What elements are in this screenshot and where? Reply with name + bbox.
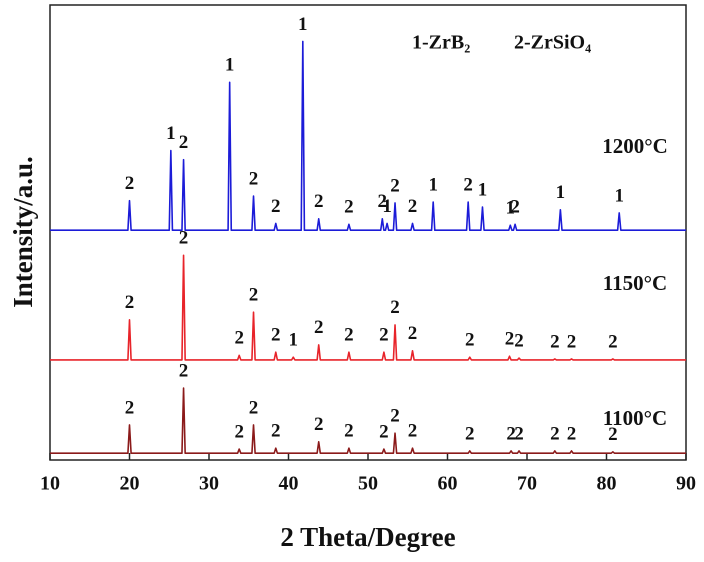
x-tick-label: 90	[676, 473, 696, 495]
x-tick-label: 50	[358, 473, 378, 495]
peak-label: 1	[614, 185, 624, 206]
peak-label: 1	[506, 198, 516, 219]
y-axis-label: Intensity/a.u.	[8, 156, 38, 308]
peak-label: 2	[514, 330, 524, 351]
peak-label: 1	[298, 14, 308, 35]
xrd-trace	[50, 40, 686, 232]
peak-label: 2	[390, 406, 400, 427]
series-label: 1200°C	[602, 134, 668, 158]
peak-label: 2	[271, 196, 281, 217]
x-tick-label: 20	[120, 473, 140, 495]
peak-label: 2	[314, 414, 324, 435]
peak-label: 2	[314, 317, 324, 338]
peak-label: 2	[125, 173, 135, 194]
peak-label: 2	[505, 329, 515, 350]
peak-label: 2	[125, 397, 135, 418]
peak-label: 2	[510, 197, 520, 218]
peak-label: 1	[166, 123, 176, 144]
plot-frame	[49, 4, 687, 461]
peak-label: 2	[567, 331, 577, 352]
peak-label: 1	[478, 179, 488, 200]
peak-label: 2	[234, 421, 244, 442]
peak-label: 2	[249, 397, 259, 418]
peak-label: 2	[514, 423, 524, 444]
peak-label: 1	[225, 55, 235, 76]
peak-label: 2	[608, 331, 618, 352]
peak-label: 2	[463, 174, 473, 195]
x-tick-label: 80	[597, 473, 617, 495]
peak-label: 2	[344, 421, 354, 442]
x-tick-label: 70	[517, 473, 537, 495]
peak-label: 2	[125, 292, 135, 313]
x-tick-label: 40	[279, 473, 299, 495]
peak-label: 2	[390, 297, 400, 318]
peak-label: 2	[408, 421, 418, 442]
peak-label: 2	[550, 423, 560, 444]
peak-label: 2	[179, 132, 189, 153]
peak-label: 1	[382, 196, 392, 217]
peak-label: 2	[567, 423, 577, 444]
peak-label: 2	[271, 325, 281, 346]
peak-label: 2	[465, 423, 475, 444]
peak-label: 2	[249, 284, 259, 305]
x-tick-label: 10	[40, 473, 60, 495]
peak-label: 2	[249, 168, 259, 189]
peak-label: 1	[556, 182, 566, 203]
peak-label: 2	[379, 421, 389, 442]
peak-label: 2	[550, 331, 560, 352]
x-tick-label: 30	[199, 473, 219, 495]
peak-label: 2	[506, 423, 516, 444]
peak-label: 2	[179, 360, 189, 381]
xrd-trace	[50, 254, 686, 361]
peak-label: 2	[344, 325, 354, 346]
peak-label: 2	[344, 197, 354, 218]
peak-label: 2	[179, 228, 189, 249]
peak-label: 2	[379, 325, 389, 346]
peak-label: 2	[314, 191, 324, 212]
peak-label: 2	[234, 328, 244, 349]
series-label: 1150°C	[603, 271, 667, 295]
peak-label: 2	[608, 424, 618, 445]
peak-label: 2	[465, 330, 475, 351]
legend-text: 2-ZrSiO₄	[514, 32, 591, 54]
x-axis-label: 2 Theta/Degree	[280, 522, 455, 552]
peak-label: 1	[289, 330, 299, 351]
peak-label: 2	[271, 421, 281, 442]
x-tick-label: 60	[438, 473, 458, 495]
peak-label: 2	[408, 196, 418, 217]
legend-text: 1-ZrB₂	[412, 32, 470, 54]
peak-label: 1	[428, 174, 438, 195]
peak-label: 2	[408, 323, 418, 344]
xrd-trace	[50, 387, 686, 454]
series-label: 1100°C	[603, 406, 667, 430]
peak-label: 2	[390, 175, 400, 196]
peak-label: 2	[378, 191, 388, 212]
